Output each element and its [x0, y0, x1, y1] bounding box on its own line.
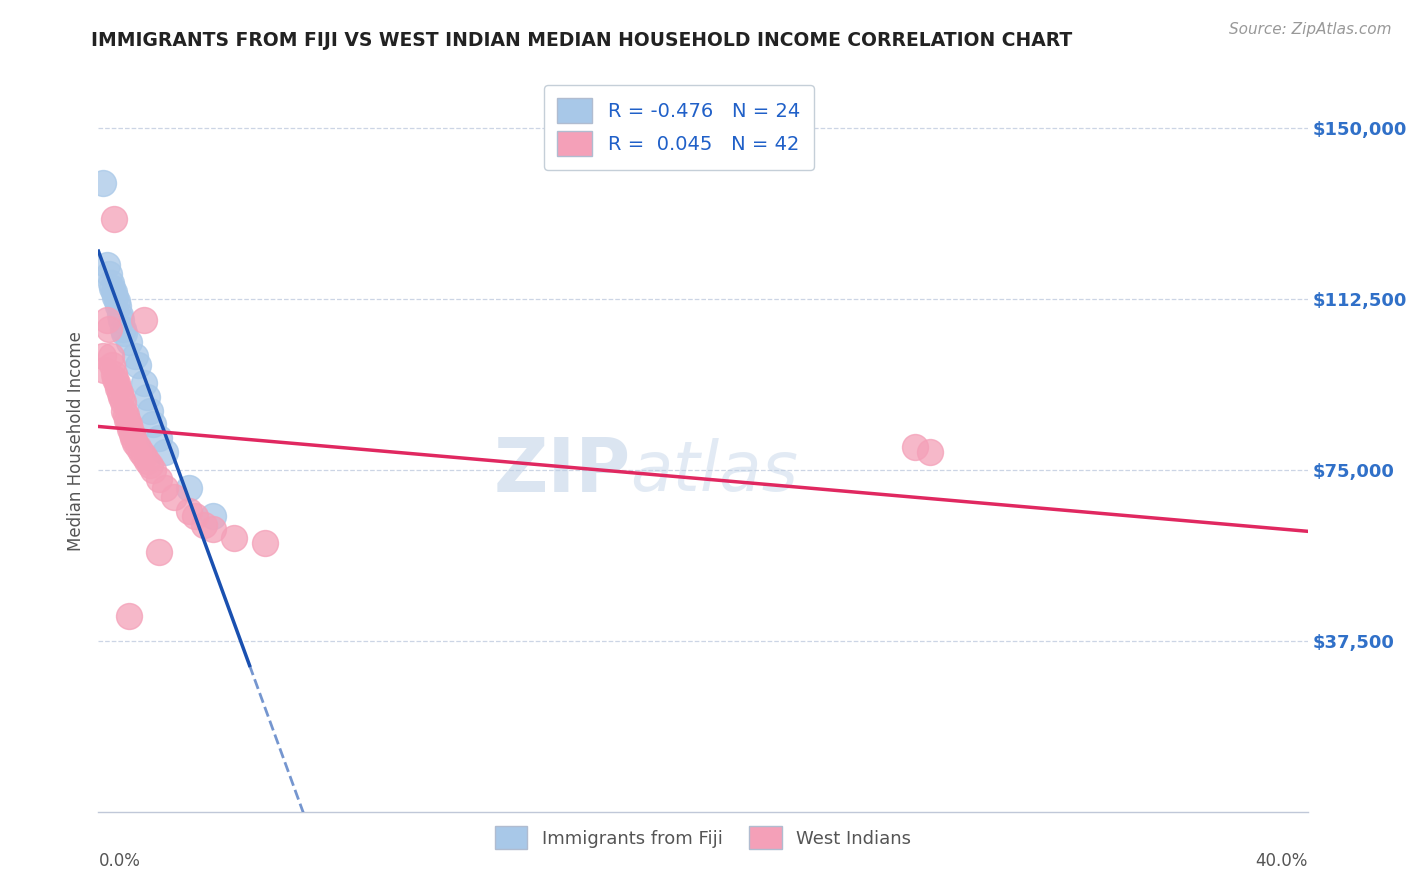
- Text: 0.0%: 0.0%: [98, 853, 141, 871]
- Point: [120, 422, 142, 436]
- Point: [193, 517, 215, 532]
- Point: [153, 444, 176, 458]
- Point: [135, 454, 157, 468]
- Point: [124, 435, 146, 450]
- Point: [127, 358, 149, 372]
- Point: [142, 417, 165, 432]
- Point: [115, 413, 138, 427]
- Point: [112, 404, 135, 418]
- Point: [103, 212, 125, 227]
- Point: [132, 450, 155, 464]
- Point: [104, 372, 127, 386]
- Point: [153, 481, 176, 495]
- Point: [103, 368, 125, 382]
- Y-axis label: Median Household Income: Median Household Income: [66, 332, 84, 551]
- Point: [93, 363, 115, 377]
- Point: [91, 176, 114, 190]
- Text: Source: ZipAtlas.com: Source: ZipAtlas.com: [1229, 22, 1392, 37]
- Point: [111, 322, 134, 336]
- Point: [107, 381, 129, 395]
- Point: [121, 426, 143, 441]
- Point: [98, 267, 121, 281]
- Text: 40.0%: 40.0%: [1256, 853, 1308, 871]
- Point: [904, 440, 927, 454]
- Point: [118, 608, 141, 623]
- Point: [100, 349, 122, 363]
- Point: [129, 444, 152, 458]
- Legend: Immigrants from Fiji, West Indians: Immigrants from Fiji, West Indians: [485, 817, 921, 858]
- Point: [98, 322, 121, 336]
- Point: [139, 458, 162, 473]
- Point: [122, 431, 145, 445]
- Point: [105, 294, 128, 309]
- Point: [132, 376, 155, 391]
- Point: [148, 431, 170, 445]
- Text: atlas: atlas: [630, 438, 799, 505]
- Point: [108, 385, 131, 400]
- Point: [148, 472, 170, 486]
- Point: [111, 394, 134, 409]
- Point: [127, 440, 149, 454]
- Point: [118, 417, 141, 432]
- Point: [118, 335, 141, 350]
- Point: [253, 536, 276, 550]
- Point: [101, 281, 124, 295]
- Point: [202, 522, 225, 536]
- Point: [108, 308, 131, 322]
- Point: [132, 312, 155, 326]
- Text: IMMIGRANTS FROM FIJI VS WEST INDIAN MEDIAN HOUSEHOLD INCOME CORRELATION CHART: IMMIGRANTS FROM FIJI VS WEST INDIAN MEDI…: [91, 31, 1073, 50]
- Point: [101, 358, 124, 372]
- Point: [124, 349, 146, 363]
- Point: [202, 508, 225, 523]
- Point: [142, 463, 165, 477]
- Point: [179, 504, 201, 518]
- Point: [110, 312, 132, 326]
- Point: [103, 285, 125, 300]
- Point: [114, 409, 136, 423]
- Point: [104, 290, 127, 304]
- Point: [135, 390, 157, 404]
- Point: [96, 258, 118, 272]
- Point: [96, 312, 118, 326]
- Point: [100, 277, 122, 291]
- Point: [148, 545, 170, 559]
- Text: ZIP: ZIP: [494, 434, 630, 508]
- Point: [179, 481, 201, 495]
- Point: [163, 491, 186, 505]
- Point: [107, 299, 129, 313]
- Point: [184, 508, 207, 523]
- Point: [918, 444, 941, 458]
- Point: [224, 532, 246, 546]
- Point: [91, 349, 114, 363]
- Point: [139, 404, 162, 418]
- Point: [112, 326, 135, 341]
- Point: [105, 376, 128, 391]
- Point: [110, 390, 132, 404]
